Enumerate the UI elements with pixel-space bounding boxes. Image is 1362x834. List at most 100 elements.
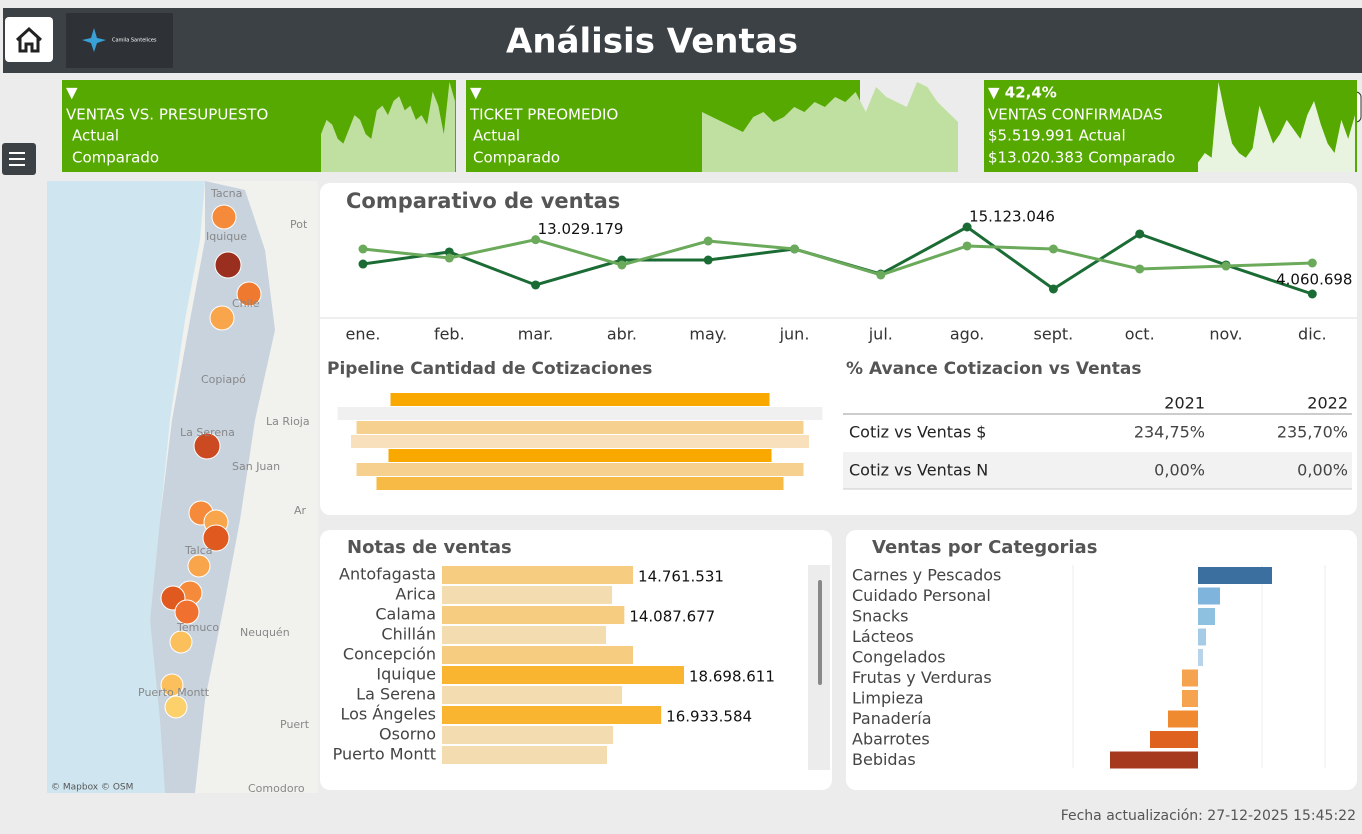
map-markers xyxy=(160,204,262,719)
data-label: 13.029.179 xyxy=(538,220,624,238)
point xyxy=(1048,244,1058,254)
funnel-bar xyxy=(388,449,772,462)
funnel-bar xyxy=(351,435,809,448)
line xyxy=(362,238,1313,277)
map-label: Temuco xyxy=(176,621,219,634)
table-cell: 0,00% xyxy=(1297,461,1348,480)
map-label: Tacna xyxy=(210,187,242,200)
sparkline xyxy=(1198,82,1355,172)
chart-title: Ventas por Categorias xyxy=(872,537,1097,558)
point xyxy=(358,259,368,269)
home-icon xyxy=(15,26,43,53)
x-tick-label: jun. xyxy=(779,325,810,344)
chart-title: Notas de ventas xyxy=(347,537,512,558)
kpi-line: Actual xyxy=(72,127,119,145)
bar xyxy=(1110,751,1198,769)
point xyxy=(1135,229,1145,239)
chart-title: Comparativo de ventas xyxy=(346,189,620,213)
table-header: 2021 xyxy=(1164,394,1205,413)
sparkline xyxy=(702,82,958,172)
bar xyxy=(442,566,634,584)
x-tick-label: oct. xyxy=(1125,325,1155,344)
category-label: Osorno xyxy=(379,725,436,744)
kpi-indicator: ▼ xyxy=(66,84,78,102)
category-label: Carnes y Pescados xyxy=(852,566,1001,585)
map-label: Neuquén xyxy=(240,626,290,639)
bar xyxy=(1198,608,1215,625)
kpi-line: Comparado xyxy=(72,149,159,167)
point xyxy=(1048,284,1058,294)
scrollbar-thumb[interactable] xyxy=(818,580,822,685)
map-marker[interactable] xyxy=(211,204,237,230)
map-marker[interactable] xyxy=(214,251,242,279)
bar xyxy=(442,726,614,744)
kpi-title: VENTAS VS. PRESUPUESTO xyxy=(66,106,268,124)
map-label: Iquique xyxy=(206,230,247,243)
point xyxy=(962,222,972,232)
kpi-line: $5.519.991 Actual xyxy=(988,127,1126,145)
kpi-line: $13.020.383 Comparado xyxy=(988,149,1175,167)
kpi-indicator: ▼ 42,4% xyxy=(988,84,1057,102)
x-tick-label: ene. xyxy=(346,325,381,344)
category-label: La Serena xyxy=(356,685,436,704)
bar xyxy=(442,686,623,704)
table-row-label: Cotiz vs Ventas $ xyxy=(849,423,986,442)
map-marker[interactable] xyxy=(236,281,262,307)
funnel-bar xyxy=(356,421,804,434)
kpi-title: VENTAS CONFIRMADAS xyxy=(988,106,1163,124)
funnel-bar xyxy=(376,477,784,490)
category-label: Concepción xyxy=(343,645,436,664)
map-label: Puerto Montt xyxy=(138,686,210,699)
map-attribution: © Mapbox © OSM xyxy=(51,783,133,793)
point xyxy=(617,260,627,270)
point xyxy=(703,236,713,246)
bar xyxy=(1198,628,1206,646)
footer-text: Fecha actualización: 27-12-2025 15:45:22 xyxy=(1061,808,1356,824)
map-marker[interactable] xyxy=(187,554,211,578)
header-bar xyxy=(3,8,1362,73)
bar xyxy=(442,646,634,664)
category-label: Abarrotes xyxy=(852,730,930,749)
point xyxy=(876,270,886,280)
category-label: Congelados xyxy=(852,648,946,667)
logo-text: Camila Santelices xyxy=(112,38,157,44)
map-label: Comodoro xyxy=(248,782,305,795)
map-label: Chile xyxy=(232,297,260,310)
map-marker[interactable] xyxy=(174,599,200,625)
kpi-line: Actual xyxy=(473,127,520,145)
x-tick-label: sept. xyxy=(1034,325,1074,344)
data-label: 14.087.677 xyxy=(629,608,715,626)
category-label: Arica xyxy=(395,585,436,604)
bar xyxy=(442,606,625,624)
kpi-line: Comparado xyxy=(473,149,560,167)
category-label: Chillán xyxy=(381,625,436,644)
category-label: Lácteos xyxy=(852,627,914,646)
data-label: 4.060.698 xyxy=(1276,271,1352,289)
funnel-bar xyxy=(356,463,804,476)
category-label: Cuidado Personal xyxy=(852,586,991,605)
table-cell: 234,75% xyxy=(1134,423,1205,442)
funnel-bar xyxy=(390,393,770,406)
map-label: La Rioja xyxy=(266,415,310,428)
x-tick-label: feb. xyxy=(434,325,465,344)
point xyxy=(962,241,972,251)
kpi-title: TICKET PREOMEDIO xyxy=(469,106,618,124)
data-label: 14.761.531 xyxy=(638,568,724,586)
home-button[interactable] xyxy=(5,17,53,62)
point xyxy=(790,244,799,254)
logo-star xyxy=(82,28,106,52)
map-marker[interactable] xyxy=(202,524,230,552)
map-marker[interactable] xyxy=(164,695,188,719)
x-tick-label: may. xyxy=(689,325,727,344)
map-label: Copiapó xyxy=(201,373,246,386)
data-label: 16.933.584 xyxy=(666,708,752,726)
sparkline xyxy=(321,82,455,172)
category-label: Calama xyxy=(375,605,436,624)
map-marker[interactable] xyxy=(193,432,221,460)
map-marker[interactable] xyxy=(209,305,235,331)
map-marker[interactable] xyxy=(160,673,184,697)
map-marker[interactable] xyxy=(169,630,193,654)
panel xyxy=(846,530,1357,790)
x-tick-label: ago. xyxy=(950,325,985,344)
